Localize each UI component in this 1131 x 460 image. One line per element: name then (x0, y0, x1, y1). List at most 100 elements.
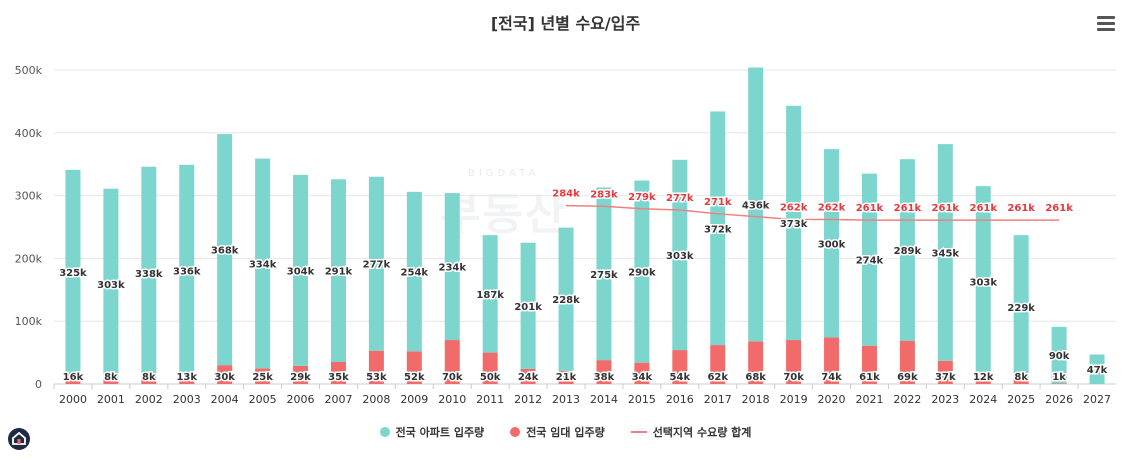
data-label-apt: 229k (1007, 303, 1035, 314)
data-label-demand: 261k (932, 203, 960, 214)
data-label-apt: 290k (628, 268, 656, 279)
data-label-demand: 261k (969, 203, 997, 214)
data-label-apt: 345k (932, 248, 960, 259)
page-title: [전국] 년별 수요/입주 (490, 14, 641, 33)
data-label-apt: 277k (363, 260, 391, 271)
bar-apt (786, 105, 802, 341)
legend-swatch-apt (379, 427, 390, 437)
x-tick-label: 2017 (704, 393, 732, 406)
data-label-apt: 291k (325, 267, 353, 278)
bar-rent (179, 375, 195, 384)
watermark-sub: BIGDATA (468, 168, 540, 179)
x-tick-label: 2001 (97, 393, 125, 406)
y-tick-label: 400k (15, 127, 43, 140)
bar-rent (710, 345, 726, 384)
x-tick-label: 2027 (1083, 393, 1111, 406)
legend-item-demand[interactable]: 선택지역 수요량 합계 (630, 424, 752, 440)
bar-rent (406, 351, 422, 384)
data-label-apt: 90k (1049, 351, 1070, 362)
x-tick-label: 2022 (893, 393, 921, 406)
y-tick-label: 0 (35, 378, 42, 391)
data-label-apt: 300k (818, 239, 846, 250)
x-tick-label: 2021 (855, 393, 883, 406)
data-label-rent: 52k (404, 372, 425, 383)
data-label-demand: 271k (704, 197, 732, 208)
data-label-apt: 372k (704, 224, 732, 235)
bar-apt (1051, 326, 1067, 384)
bar-rent (141, 378, 157, 384)
x-tick-label: 2019 (780, 393, 808, 406)
bar-apt (937, 144, 953, 361)
x-tick-label: 2007 (324, 393, 352, 406)
data-label-rent: 70k (783, 372, 804, 383)
data-label-rent: 34k (632, 372, 653, 383)
home-logo-icon[interactable] (8, 428, 30, 450)
bar-apt (444, 193, 460, 341)
bar-rent (482, 352, 498, 384)
data-label-rent: 25k (252, 372, 273, 383)
data-label-apt: 254k (401, 268, 429, 279)
bar-rent (293, 365, 309, 384)
data-label-rent: 54k (670, 372, 691, 383)
data-label-rent: 70k (442, 372, 463, 383)
x-tick-label: 2009 (400, 393, 428, 406)
x-tick-label: 2025 (1007, 393, 1035, 406)
data-label-rent: 16k (63, 372, 84, 383)
x-tick-label: 2006 (287, 393, 315, 406)
x-tick-label: 2000 (59, 393, 87, 406)
bar-apt (975, 186, 991, 377)
data-label-demand: 262k (818, 202, 846, 213)
data-label-demand: 261k (1007, 203, 1035, 214)
bar-rent (65, 373, 81, 384)
data-label-apt: 303k (666, 251, 694, 262)
bar-apt (255, 158, 271, 369)
data-label-apt: 304k (287, 266, 315, 277)
bar-apt (217, 134, 233, 366)
data-label-apt: 275k (590, 270, 618, 281)
bar-rent (1051, 383, 1067, 384)
data-label-rent: 37k (935, 372, 956, 383)
data-label-rent: 1k (1052, 372, 1066, 383)
bar-apt (293, 174, 309, 366)
data-label-apt: 336k (173, 266, 201, 277)
legend-label-demand: 선택지역 수요량 합계 (652, 426, 752, 439)
bar-rent (330, 362, 346, 384)
bar-rent (899, 340, 915, 384)
data-label-demand: 283k (590, 189, 618, 200)
x-tick-label: 2013 (552, 393, 580, 406)
legend-item-apt[interactable]: 전국 아파트 입주량 (379, 424, 484, 440)
y-tick-label: 500k (15, 64, 43, 77)
x-tick-label: 2005 (249, 393, 277, 406)
data-label-apt: 373k (780, 219, 808, 230)
x-tick-label: 2014 (590, 393, 618, 406)
bar-rent (368, 350, 384, 384)
bar-rent (520, 368, 536, 384)
x-tick-label: 2011 (476, 393, 504, 406)
x-tick-label: 2004 (211, 393, 239, 406)
data-label-rent: 21k (556, 372, 577, 383)
hamburger-menu-icon[interactable] (1097, 16, 1115, 32)
data-label-demand: 261k (894, 203, 922, 214)
y-tick-label: 300k (15, 190, 43, 203)
data-label-rent: 8k (142, 372, 156, 383)
watermark: 부동산 (440, 189, 568, 240)
data-label-demand: 261k (856, 203, 884, 214)
bar-rent (103, 378, 119, 384)
data-label-rent: 61k (859, 372, 880, 383)
data-label-apt: 303k (969, 277, 997, 288)
data-label-apt: 436k (742, 200, 770, 211)
data-label-rent: 12k (973, 372, 994, 383)
bar-apt (672, 159, 688, 351)
data-label-rent: 35k (328, 372, 349, 383)
x-tick-label: 2018 (742, 393, 770, 406)
x-tick-label: 2024 (969, 393, 997, 406)
x-tick-label: 2012 (514, 393, 542, 406)
data-label-apt: 334k (249, 259, 277, 270)
data-label-apt: 187k (476, 290, 504, 301)
x-tick-label: 2023 (931, 393, 959, 406)
legend-item-rent[interactable]: 전국 임대 입주량 (510, 424, 605, 440)
data-label-demand: 279k (628, 192, 656, 203)
data-label-apt: 47k (1087, 365, 1108, 376)
data-label-rent: 68k (745, 372, 766, 383)
y-tick-label: 200k (15, 252, 43, 265)
